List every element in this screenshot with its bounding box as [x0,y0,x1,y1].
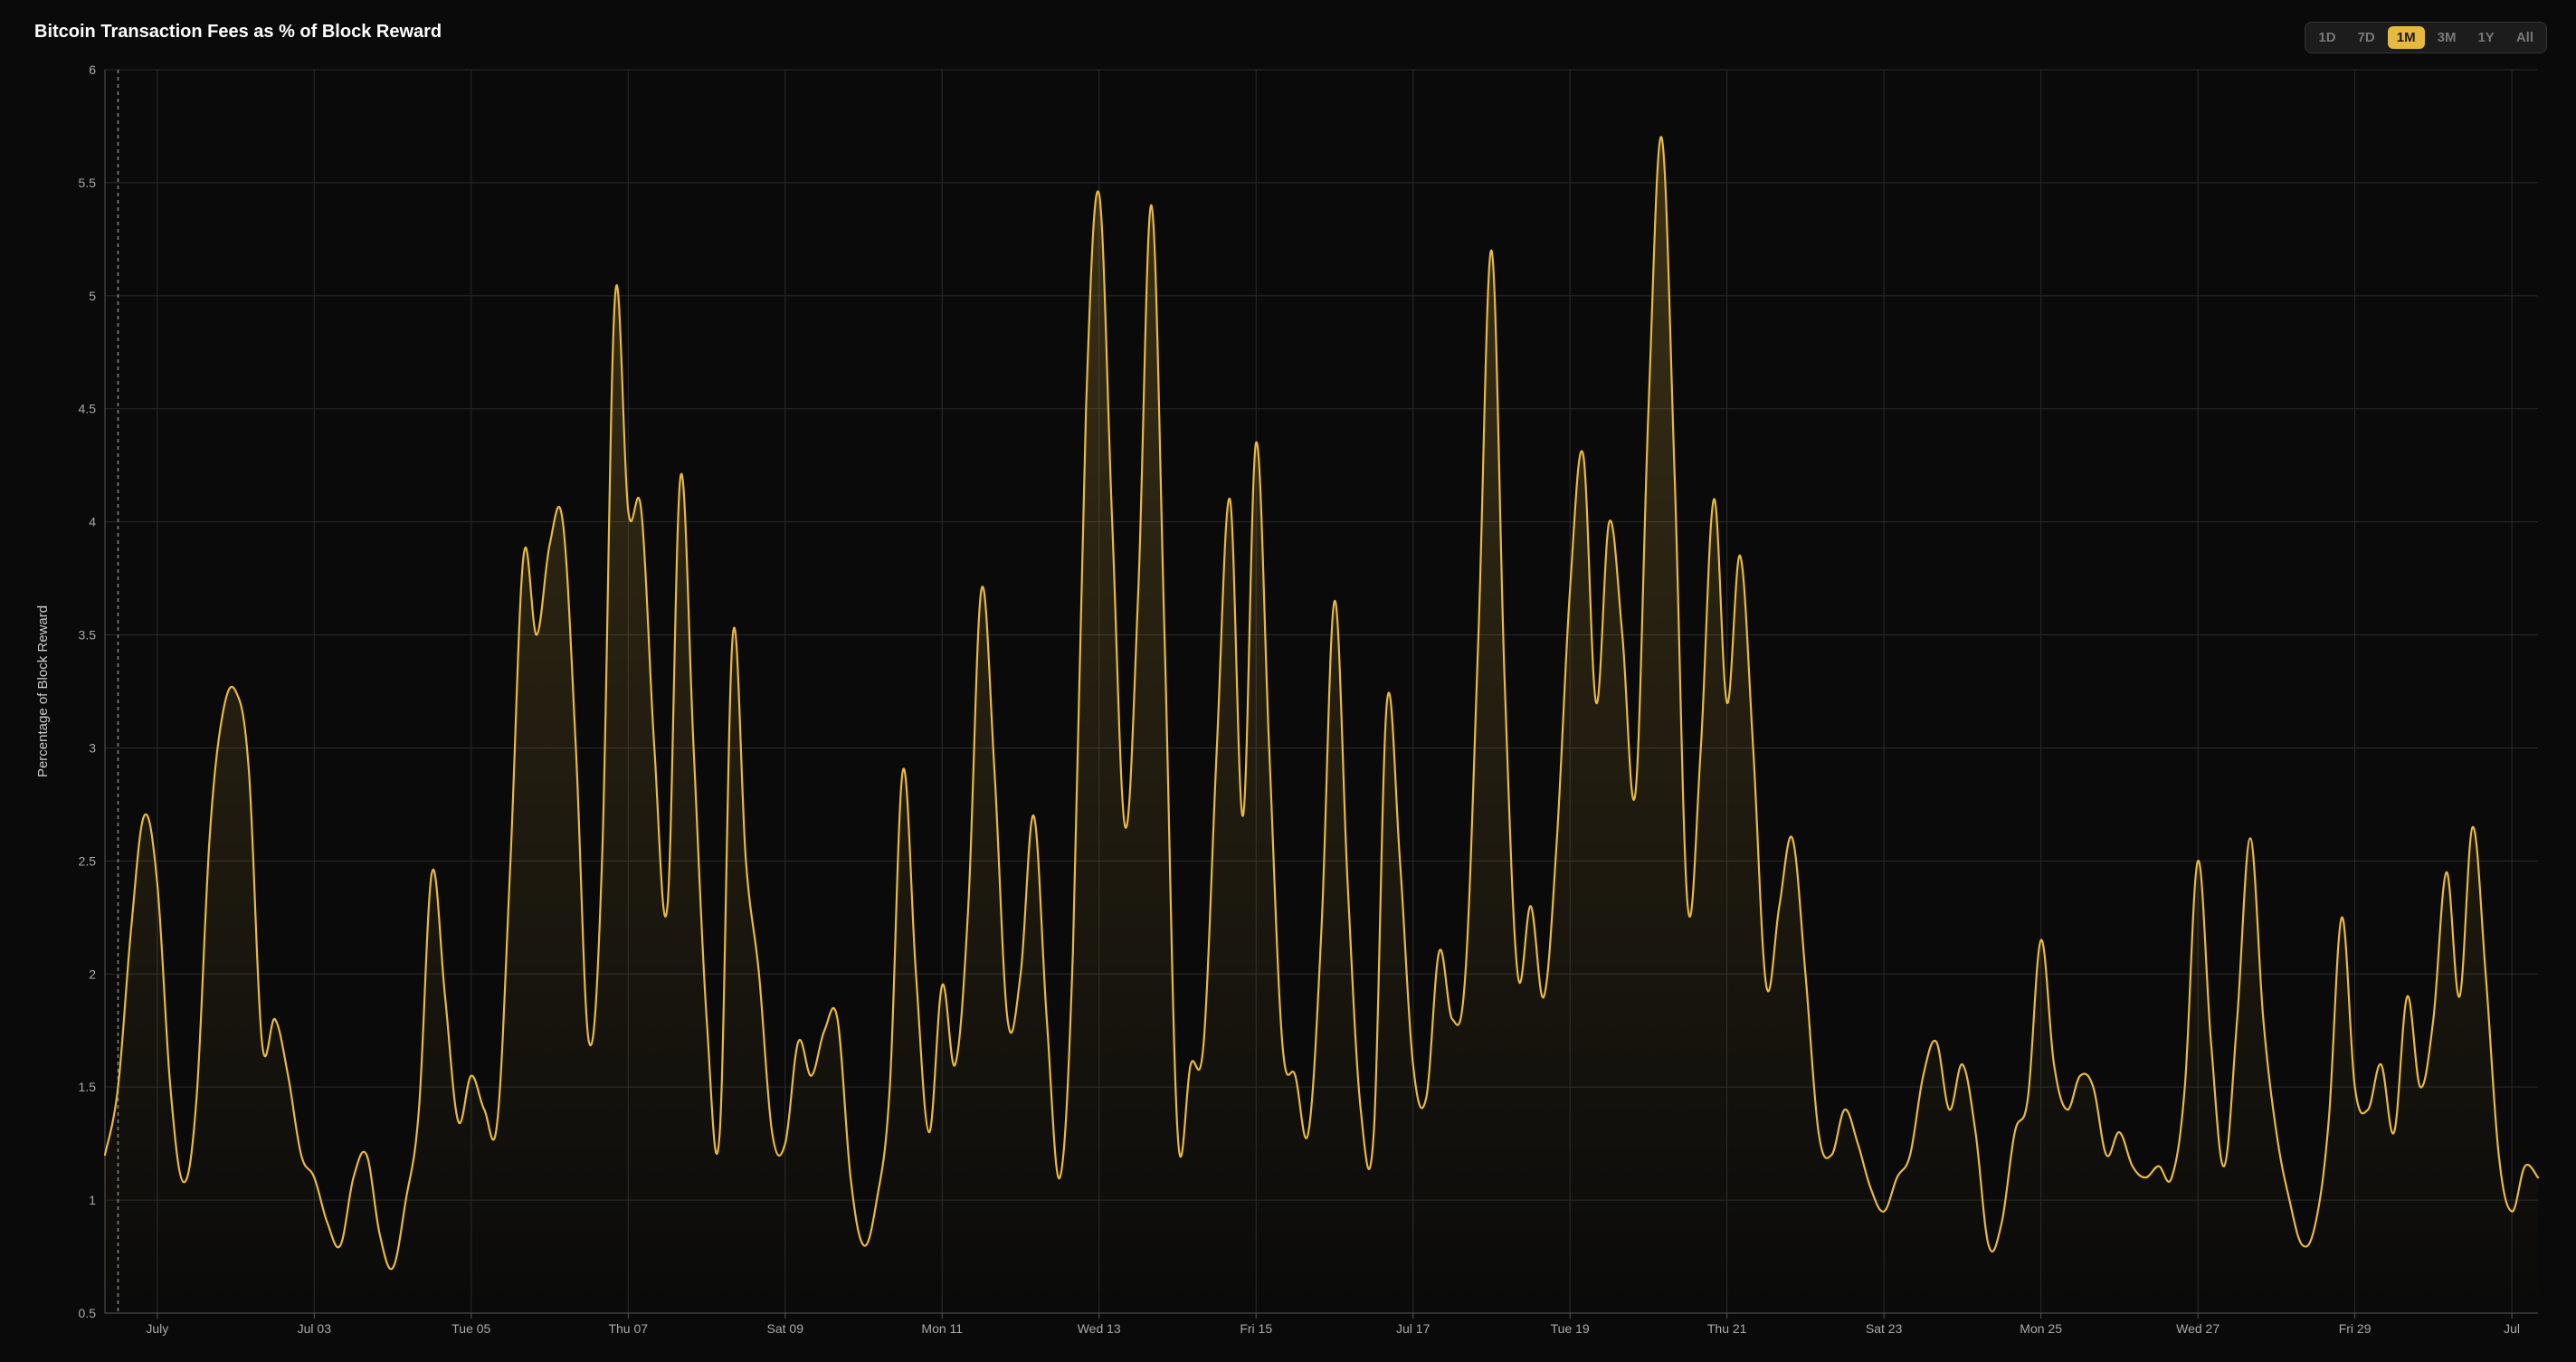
x-tick-label: Mon 25 [2020,1321,2062,1336]
y-tick-label: 4 [89,515,96,529]
x-tick-label: Sat 23 [1866,1321,1903,1336]
range-btn-all[interactable]: All [2507,26,2543,49]
area-fill [105,137,2538,1313]
x-tick-label: Fri 15 [1240,1321,1272,1336]
y-tick-label: 1.5 [79,1080,97,1094]
y-axis-label: Percentage of Block Reward [35,605,51,777]
range-btn-1d[interactable]: 1D [2309,26,2344,49]
x-tick-label: Tue 05 [452,1321,490,1336]
x-tick-label: Thu 21 [1707,1321,1747,1336]
range-btn-3m[interactable]: 3M [2429,26,2466,49]
y-tick-label: 3.5 [79,628,97,643]
range-btn-7d[interactable]: 7D [2349,26,2384,49]
range-btn-1m[interactable]: 1M [2388,26,2425,49]
y-tick-label: 5.5 [79,176,97,190]
x-tick-label: Jul 03 [298,1321,332,1336]
x-tick-label: Wed 13 [1078,1321,1121,1336]
x-tick-label: Jul [2504,1321,2520,1336]
y-tick-label: 3 [89,740,96,755]
chart-container: Bitcoin Transaction Fees as % of Block R… [0,0,2576,1362]
y-tick-label: 4.5 [79,402,97,416]
chart-title: Bitcoin Transaction Fees as % of Block R… [22,22,442,43]
y-tick-label: 5 [89,289,96,303]
chart-header: Bitcoin Transaction Fees as % of Block R… [22,22,2547,53]
x-tick-label: Sat 09 [767,1321,804,1336]
y-tick-label: 6 [89,62,96,77]
y-tick-label: 2 [89,967,96,981]
x-tick-label: Fri 29 [2339,1321,2372,1336]
x-tick-label: Wed 27 [2176,1321,2220,1336]
y-tick-label: 0.5 [79,1306,97,1320]
range-btn-1y[interactable]: 1Y [2468,26,2503,49]
x-tick-label: Mon 11 [921,1321,963,1336]
chart-svg: 0.5 1 1.5 2 2.5 3 3.5 4 4.5 5 5.5 6 July Jul 03 Tue 05… [22,62,2547,1344]
x-tick-label: Tue 19 [1551,1321,1590,1336]
x-tick-label: Jul 17 [1396,1321,1431,1336]
x-tick-label: July [146,1321,168,1336]
y-tick-label: 2.5 [79,853,97,868]
x-tick-label: Thu 07 [608,1321,648,1336]
y-tick-label: 1 [89,1193,96,1207]
chart-plot-area: 0.5 1 1.5 2 2.5 3 3.5 4 4.5 5 5.5 6 July Jul 03 Tue 05… [22,62,2547,1344]
time-range-selector: 1D7D1M3M1YAll [2305,22,2547,53]
